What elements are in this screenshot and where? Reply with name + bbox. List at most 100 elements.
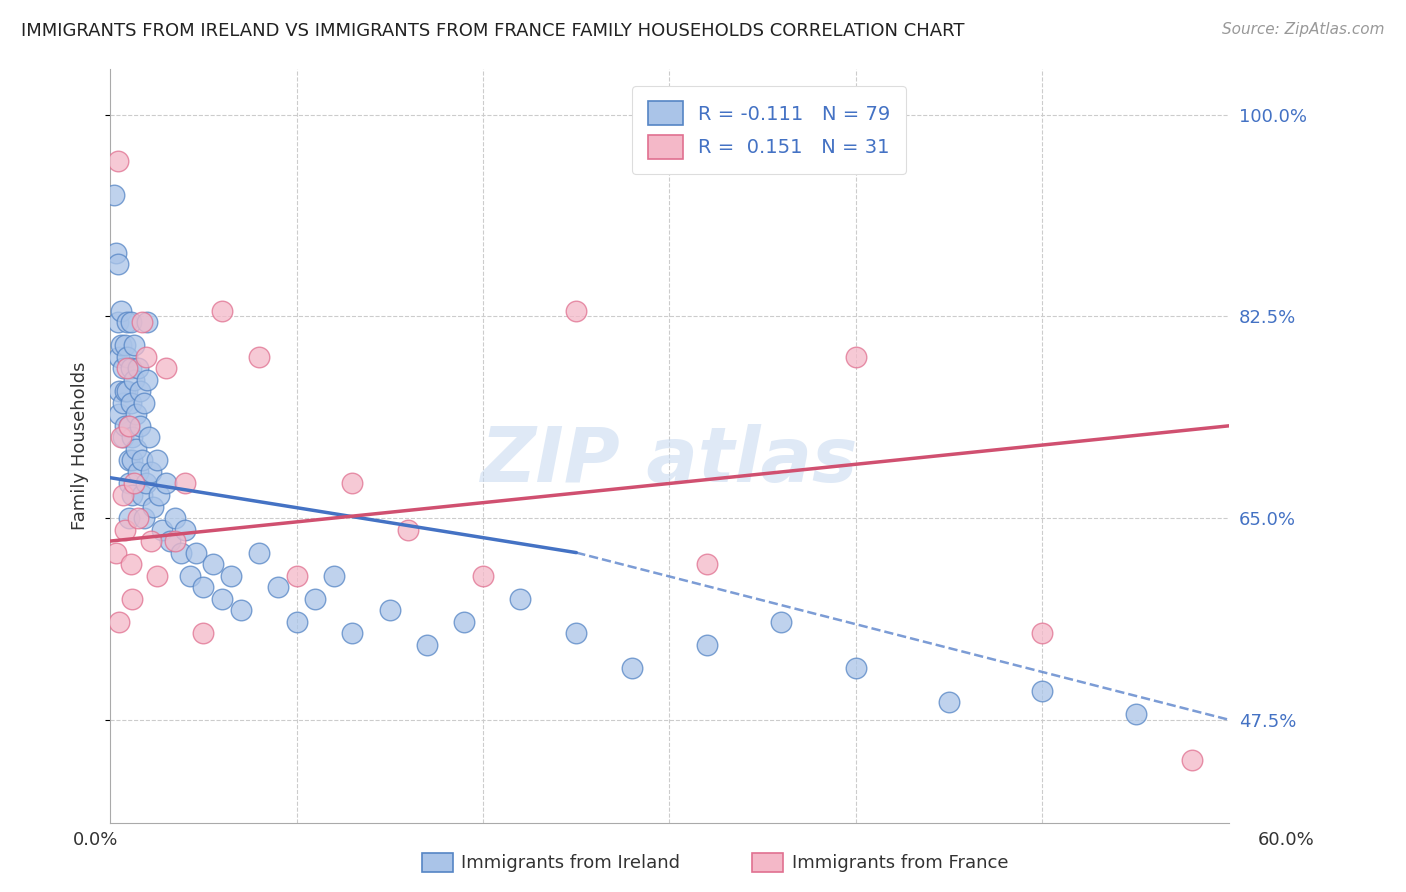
Point [132,396,155,410]
Point [110,303,132,318]
Point [378,603,401,617]
Point [108,407,131,421]
Point [120,557,142,571]
Point [170,546,193,560]
Point [1181,753,1204,767]
Point [938,696,960,710]
Text: IMMIGRANTS FROM IRELAND VS IMMIGRANTS FROM FRANCE FAMILY HOUSEHOLDS CORRELATION : IMMIGRANTS FROM IRELAND VS IMMIGRANTS FR… [21,22,965,40]
Point [285,568,308,582]
Point [173,523,195,537]
Point [118,511,141,525]
Point [121,591,143,606]
Point [136,315,159,329]
Point [107,315,129,329]
Point [148,488,170,502]
Point [127,465,149,479]
Point [112,361,135,376]
Point [112,488,135,502]
Text: 0.0%: 0.0% [73,831,118,849]
Point [138,430,160,444]
Point [129,418,152,433]
Point [118,418,141,433]
Y-axis label: Family Households: Family Households [72,362,89,530]
Point [124,338,146,352]
Point [120,396,142,410]
Point [139,534,162,549]
Point [845,661,868,675]
Point [211,303,233,318]
Point [136,373,159,387]
Point [114,523,136,537]
Text: Immigrants from Ireland: Immigrants from Ireland [461,854,681,871]
Point [322,568,344,582]
Point [173,476,195,491]
Point [127,511,149,525]
Point [139,465,162,479]
Point [696,638,718,652]
Point [115,315,138,329]
Point [621,661,644,675]
Point [145,568,167,582]
Point [107,257,129,271]
Point [108,615,131,629]
Point [193,626,215,640]
Point [229,603,252,617]
Point [201,557,224,571]
Point [159,534,181,549]
Point [125,407,148,421]
Point [304,591,326,606]
Point [416,638,439,652]
Point [155,361,177,376]
Point [1031,684,1053,698]
Legend: R = -0.111   N = 79, R =  0.151   N = 31: R = -0.111 N = 79, R = 0.151 N = 31 [633,86,905,174]
Point [114,338,136,352]
Point [124,476,146,491]
Point [845,350,868,364]
Point [342,476,364,491]
Point [131,453,153,467]
Point [155,476,177,491]
Point [129,384,152,399]
Point [696,557,718,571]
Point [131,488,153,502]
Point [121,453,143,467]
Point [110,338,132,352]
Point [179,568,201,582]
Point [142,500,165,514]
Point [165,534,187,549]
Text: Immigrants from France: Immigrants from France [792,854,1008,871]
Point [193,580,215,594]
Point [247,350,270,364]
Point [108,384,131,399]
Point [114,418,136,433]
Point [134,476,156,491]
Point [120,315,142,329]
Point [118,418,141,433]
Point [509,591,531,606]
Point [131,315,153,329]
Point [125,442,148,456]
Point [145,453,167,467]
Point [472,568,495,582]
Point [118,453,141,467]
Text: ZIP atlas: ZIP atlas [481,424,858,498]
Point [110,430,132,444]
Point [121,488,143,502]
Point [132,511,155,525]
Point [120,361,142,376]
Point [134,350,156,364]
Point [565,626,588,640]
Point [285,615,308,629]
Point [565,303,588,318]
Point [121,430,143,444]
Point [112,396,135,410]
Text: Source: ZipAtlas.com: Source: ZipAtlas.com [1222,22,1385,37]
Text: 60.0%: 60.0% [1258,831,1315,849]
Point [103,188,125,202]
Point [108,350,131,364]
Point [124,373,146,387]
Point [115,384,138,399]
Point [342,626,364,640]
Point [114,384,136,399]
Point [104,546,127,560]
